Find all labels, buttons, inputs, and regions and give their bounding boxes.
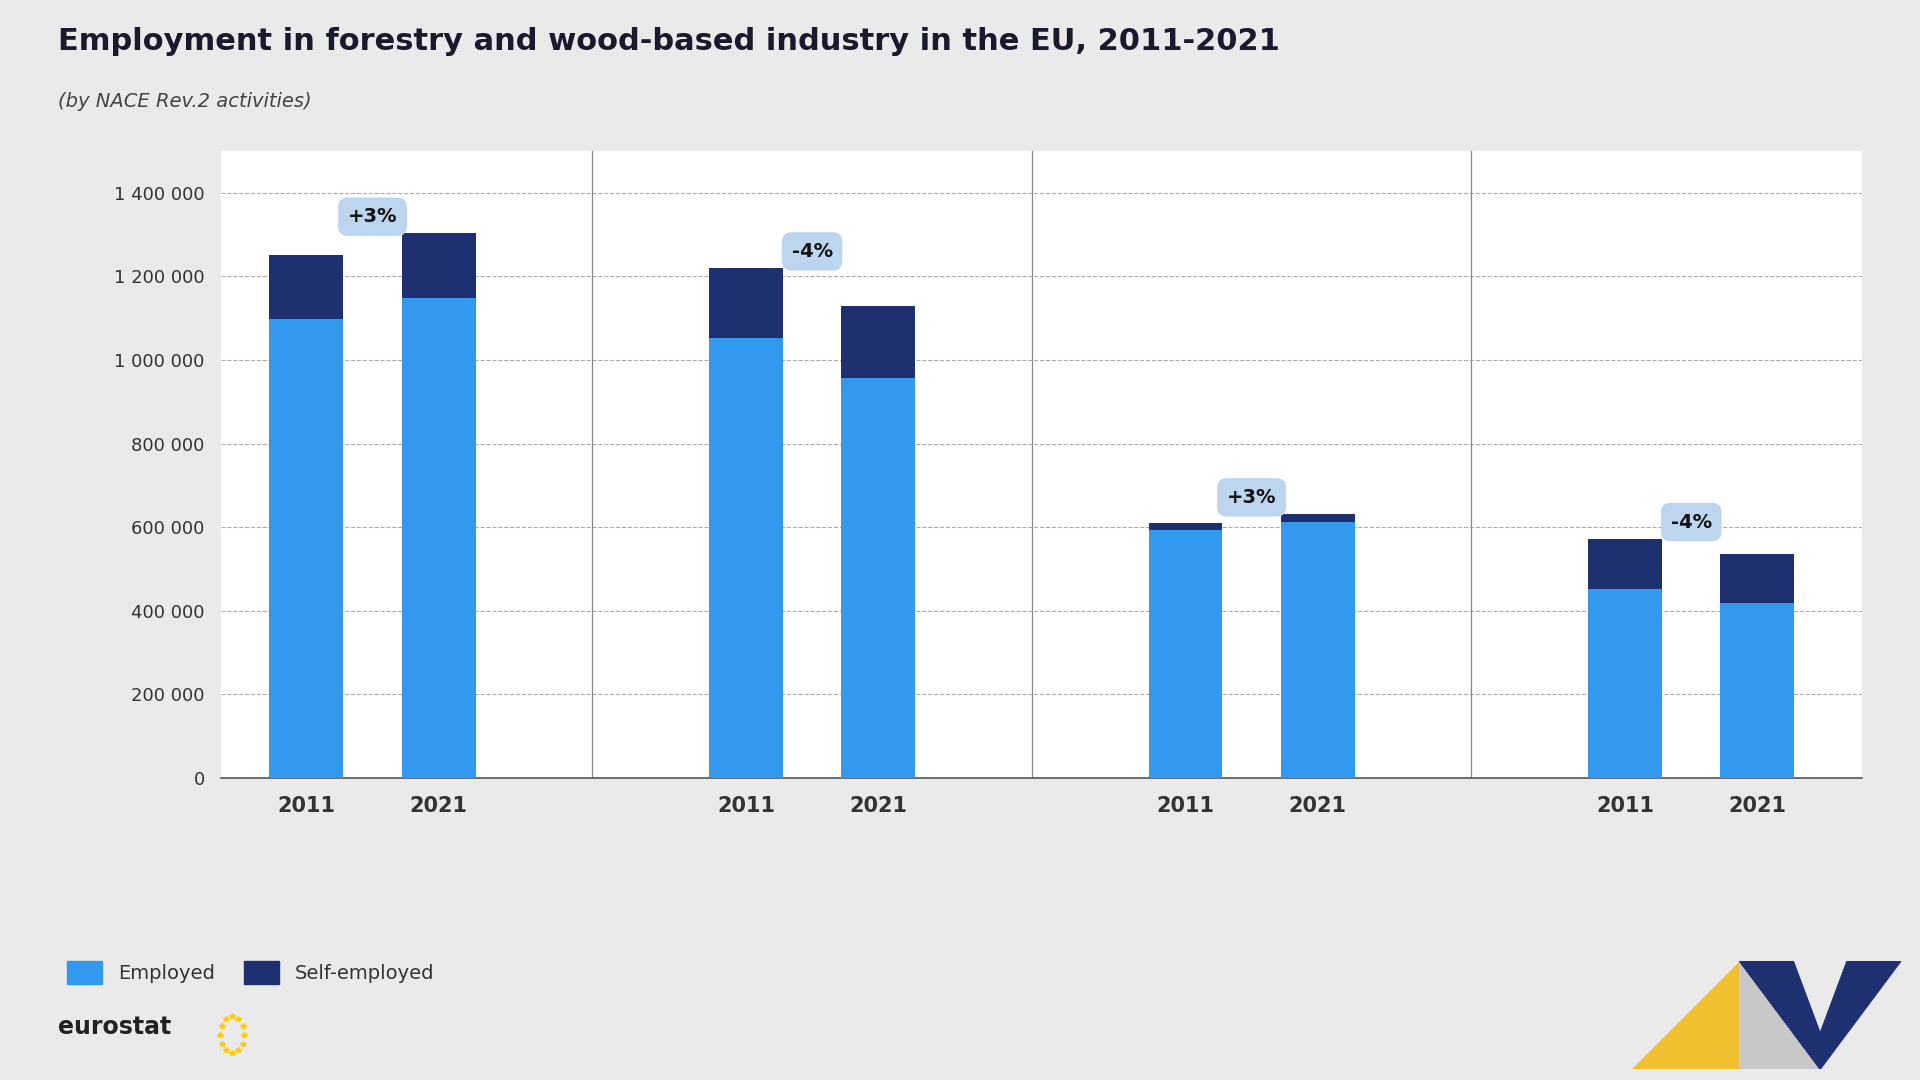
Bar: [401, 233, 476, 298]
Bar: [1720, 554, 1795, 603]
Bar: [841, 306, 916, 378]
Text: +3%: +3%: [1227, 488, 1277, 507]
Bar: [401, 298, 476, 778]
Bar: [1720, 603, 1795, 778]
Bar: [1588, 589, 1663, 778]
Text: eurostat: eurostat: [58, 1015, 171, 1039]
Legend: Employed, Self-employed: Employed, Self-employed: [67, 961, 434, 984]
Bar: [269, 319, 344, 778]
Polygon shape: [1632, 961, 1740, 1069]
Bar: [269, 255, 344, 319]
Bar: [708, 338, 783, 778]
Bar: [1148, 530, 1223, 778]
Polygon shape: [1740, 961, 1820, 1069]
Bar: [1281, 514, 1356, 522]
Text: (by NACE Rev.2 activities): (by NACE Rev.2 activities): [58, 92, 311, 111]
Text: -4%: -4%: [1670, 513, 1713, 531]
Text: -4%: -4%: [791, 242, 833, 261]
Bar: [708, 268, 783, 338]
Bar: [1148, 523, 1223, 530]
Polygon shape: [1740, 961, 1901, 1069]
Bar: [1588, 539, 1663, 589]
Text: +3%: +3%: [348, 207, 397, 227]
Bar: [841, 378, 916, 778]
Bar: [1281, 522, 1356, 778]
Text: Employment in forestry and wood-based industry in the EU, 2011-2021: Employment in forestry and wood-based in…: [58, 27, 1279, 56]
